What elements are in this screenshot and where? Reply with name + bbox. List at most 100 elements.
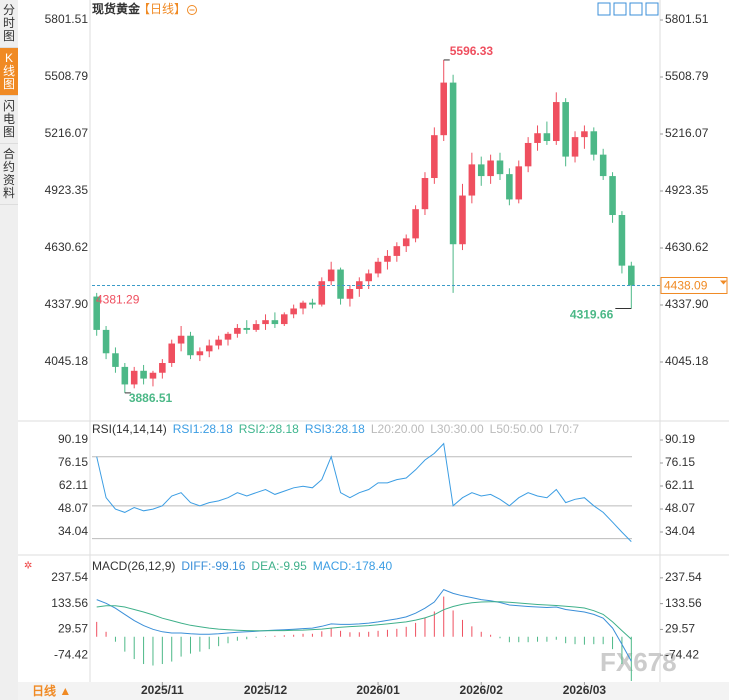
candle-body <box>571 137 579 157</box>
candle-body <box>121 366 129 385</box>
legend-item: RSI1:28.18 <box>173 422 233 436</box>
candle-body <box>506 174 513 200</box>
zoom-out-icon[interactable] <box>187 5 197 15</box>
candle-body <box>487 160 494 177</box>
y-tick-label: 34.04 <box>665 524 695 538</box>
legend-item: RSI3:28.18 <box>305 422 365 436</box>
candle-body <box>187 335 194 356</box>
legend-item: L30:30.00 <box>430 422 484 436</box>
candle-body <box>609 176 616 216</box>
sidebar-tab[interactable]: 闪电图 <box>0 96 18 144</box>
series-line <box>96 588 632 662</box>
candle-body <box>346 289 354 299</box>
candle-body <box>243 327 251 330</box>
candle-body <box>599 154 607 177</box>
y-tick-label: 4045.18 <box>665 354 709 368</box>
y-tick-label: 4630.62 <box>45 240 89 254</box>
toolbar <box>597 2 659 16</box>
candle-body <box>93 296 100 330</box>
y-tick-label: 76.15 <box>58 455 88 469</box>
y-tick-label: 5801.51 <box>45 12 89 26</box>
candle-body <box>628 265 635 286</box>
legend-item: MACD(26,12,9) <box>92 559 175 573</box>
y-tick-label: 237.54 <box>665 570 702 584</box>
settings-icon[interactable]: ✲ <box>24 561 32 572</box>
y-tick-label: 76.15 <box>665 455 695 469</box>
y-tick-label: 5508.79 <box>665 69 709 83</box>
candle-body <box>402 238 410 247</box>
x-tick-label: 2025/11 <box>141 683 184 697</box>
y-tick-label: -74.42 <box>665 647 699 661</box>
price-tag <box>660 276 728 294</box>
candle-body <box>618 215 626 266</box>
watermark: FX678 <box>600 647 677 677</box>
y-tick-label: 4337.90 <box>45 297 89 311</box>
candle-body <box>177 335 185 344</box>
candle-body <box>327 269 335 282</box>
y-tick-label: 237.54 <box>51 570 88 584</box>
y-tick-label: 5508.79 <box>45 69 89 83</box>
price-arrow <box>720 280 727 285</box>
candle-body <box>581 131 588 138</box>
legend-item: RSI2:28.18 <box>239 422 299 436</box>
y-tick-label: 133.56 <box>51 596 88 610</box>
tool-icon[interactable] <box>613 2 627 16</box>
candle-body <box>515 166 523 200</box>
candle-body <box>252 324 260 330</box>
candle-body <box>112 353 119 367</box>
tool-icon[interactable] <box>629 2 643 16</box>
first-open-label: 4381.29 <box>96 293 140 307</box>
y-tick-label: 5216.07 <box>665 126 709 140</box>
tool-icon[interactable] <box>645 2 659 16</box>
candle-body <box>224 333 232 340</box>
legend-item: MACD:-178.40 <box>313 559 393 573</box>
candle-body <box>271 320 279 325</box>
y-tick-label: 5216.07 <box>45 126 89 140</box>
candle-body <box>159 363 166 373</box>
sidebar-tab[interactable]: K线图 <box>0 48 18 96</box>
y-tick-label: 4923.35 <box>45 183 89 197</box>
y-tick-label: 90.19 <box>665 432 695 446</box>
sidebar: 分时图 K线图 闪电图 合约资料 <box>0 0 18 700</box>
x-tick-label: 2026/01 <box>356 683 400 697</box>
legend-item: L20:20.00 <box>371 422 425 436</box>
series-line <box>96 442 632 542</box>
candle-body <box>440 82 448 136</box>
candle-body <box>468 164 476 196</box>
y-tick-label: 29.57 <box>58 622 88 636</box>
y-tick-label: 48.07 <box>665 501 695 515</box>
legend-item: DIFF:-99.16 <box>181 559 245 573</box>
y-tick-label: 4045.18 <box>45 354 89 368</box>
footer-period[interactable]: 日线 ▲ <box>32 683 71 698</box>
x-tick-label: 2025/12 <box>244 683 288 697</box>
high-label: 5596.33 <box>450 44 494 58</box>
x-tick-label: 2026/02 <box>460 683 504 697</box>
candle-body <box>205 345 213 352</box>
candle-body <box>149 372 157 379</box>
candle-body <box>374 261 382 274</box>
y-tick-label: 4337.90 <box>665 297 709 311</box>
candle-body <box>318 281 326 305</box>
tool-icon[interactable] <box>597 2 611 16</box>
candle-body <box>262 320 269 325</box>
candle-body <box>552 102 560 142</box>
y-tick-label: 133.56 <box>665 596 702 610</box>
low-label: 3886.51 <box>129 391 173 405</box>
legend-item: DEA:-9.95 <box>251 559 307 573</box>
candle-body <box>140 370 147 379</box>
candle-body <box>365 273 372 282</box>
title: 现货黄金 <box>92 1 141 16</box>
sidebar-tab[interactable]: 分时图 <box>0 0 18 48</box>
candle-body <box>309 302 316 305</box>
y-tick-label: 29.57 <box>665 622 695 636</box>
price-tag-label: 4438.09 <box>664 279 708 293</box>
candle-body <box>534 133 541 143</box>
sidebar-tab[interactable]: 合约资料 <box>0 144 18 205</box>
y-tick-label: 90.19 <box>58 432 88 446</box>
candle-body <box>421 178 429 210</box>
candle-body <box>449 82 457 245</box>
legend-item: L50:50.00 <box>490 422 544 436</box>
y-tick-label: 62.11 <box>59 478 88 492</box>
